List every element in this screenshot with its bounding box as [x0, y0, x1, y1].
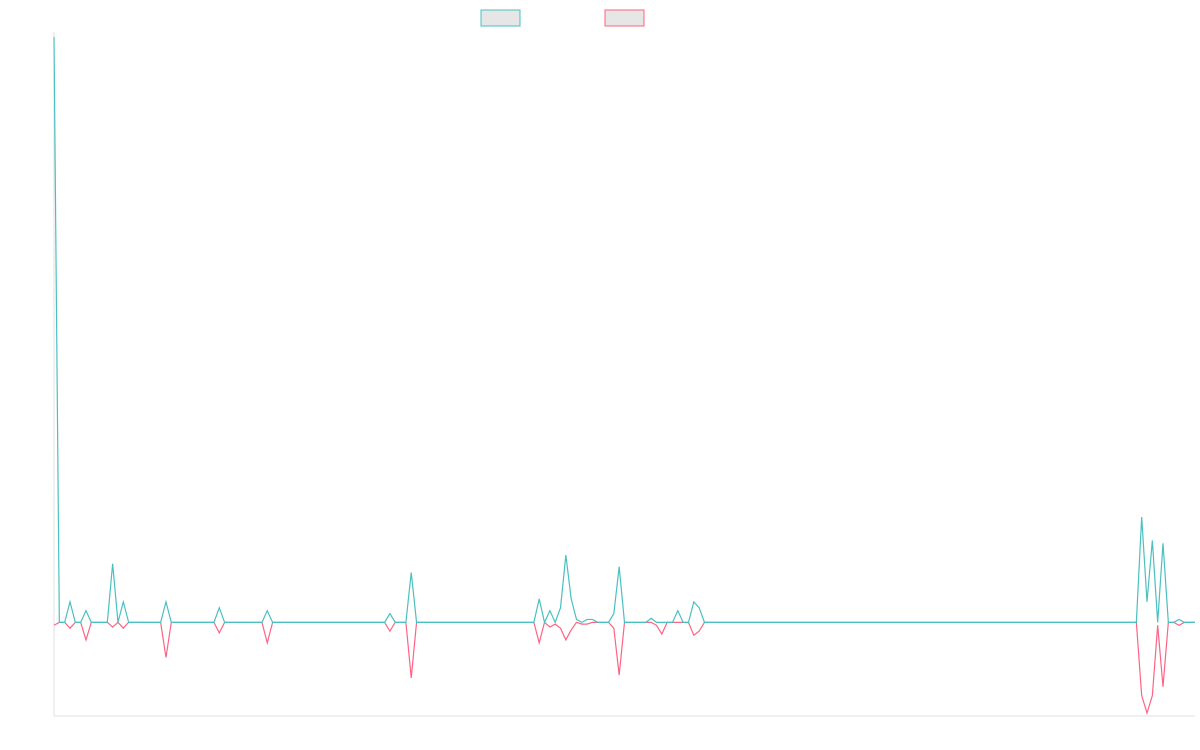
legend-swatch-series-2[interactable]: [604, 9, 645, 27]
legend-swatch-series-1[interactable]: [480, 9, 521, 27]
series-line-2: [53, 621, 1195, 716]
series-line-1: [53, 36, 1195, 625]
chart-series-layer: [53, 36, 1195, 716]
chart-legend: [480, 9, 645, 27]
chart-axes: [53, 32, 1195, 717]
